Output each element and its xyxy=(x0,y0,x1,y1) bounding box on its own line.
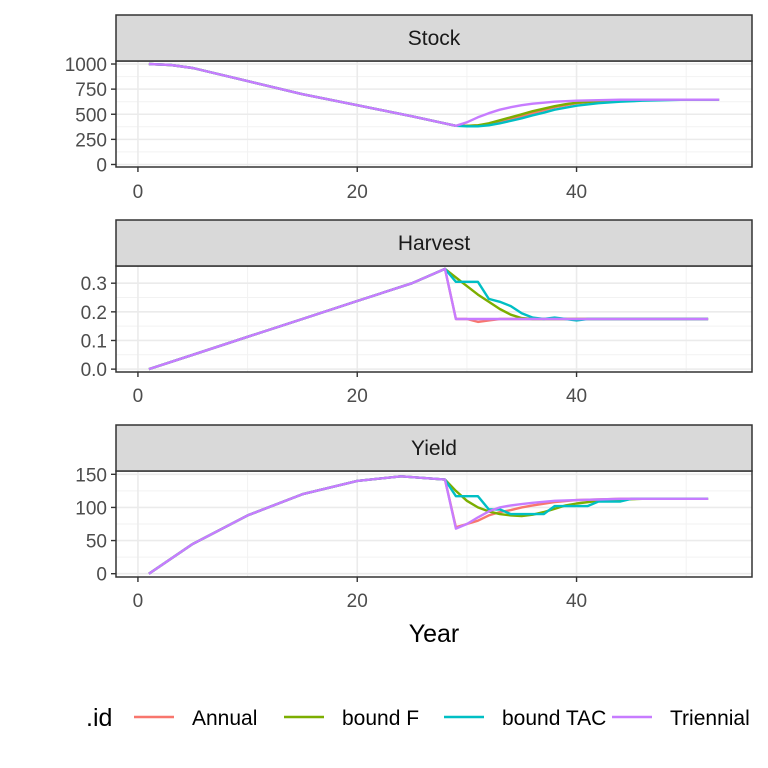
facet-strip-label: Stock xyxy=(408,27,461,50)
x-tick-label: 40 xyxy=(566,591,587,612)
y-tick-label: 100 xyxy=(75,498,107,519)
x-tick-label: 40 xyxy=(566,386,587,407)
y-tick-label: 50 xyxy=(86,532,107,553)
x-tick-label: 20 xyxy=(347,386,368,407)
facet-strip-label: Harvest xyxy=(398,232,471,255)
panel-stock: Stock 0 250 500 750 1000 0 20 40 xyxy=(65,14,753,203)
panel-harvest: Harvest 0.0 0.1 0.2 0.3 0 20 40 xyxy=(81,219,753,407)
x-tick-label: 20 xyxy=(347,182,368,203)
y-tick-label: 0.1 xyxy=(81,331,107,352)
series-line-triennial xyxy=(148,475,709,575)
facet-strip xyxy=(115,424,753,472)
y-tick-label: 0.2 xyxy=(81,303,107,324)
legend: .id Annual bound F bound TAC Triennial xyxy=(86,704,750,732)
series-line-triennial xyxy=(148,267,709,371)
legend-title: .id xyxy=(86,704,112,732)
y-tick-label: 1000 xyxy=(65,55,107,76)
legend-label-triennial: Triennial xyxy=(670,707,750,730)
legend-label-bound-tac: bound TAC xyxy=(502,707,606,730)
y-tick-label: 0 xyxy=(96,155,107,176)
facet-strip-label: Yield xyxy=(411,437,457,460)
y-tick-label: 0.3 xyxy=(81,274,107,295)
panel-yield: Yield 0 50 100 150 0 20 40 xyxy=(75,424,753,612)
legend-label-annual: Annual xyxy=(192,707,257,730)
x-tick-label: 0 xyxy=(133,182,144,203)
x-axis-title: Year xyxy=(409,620,460,648)
y-tick-label: 750 xyxy=(75,80,107,101)
x-tick-label: 0 xyxy=(133,591,144,612)
facet-strip xyxy=(115,219,753,267)
facet-strip xyxy=(115,14,753,62)
series-line-triennial xyxy=(148,62,720,128)
y-tick-label: 500 xyxy=(75,105,107,126)
y-tick-label: 150 xyxy=(75,465,107,486)
y-tick-label: 250 xyxy=(75,130,107,151)
x-tick-label: 20 xyxy=(347,591,368,612)
x-tick-label: 0 xyxy=(133,386,144,407)
y-tick-label: 0.0 xyxy=(81,360,107,381)
y-tick-label: 0 xyxy=(96,565,107,586)
legend-label-bound-f: bound F xyxy=(342,707,419,730)
x-tick-label: 40 xyxy=(566,182,587,203)
